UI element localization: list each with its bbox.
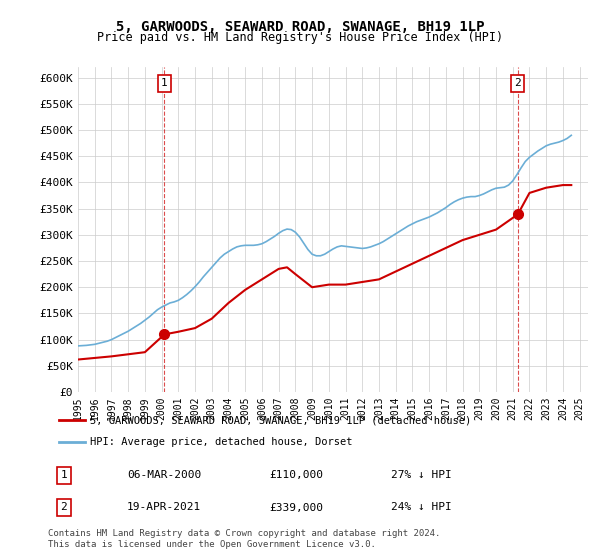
Text: Price paid vs. HM Land Registry's House Price Index (HPI): Price paid vs. HM Land Registry's House … bbox=[97, 31, 503, 44]
Text: 1: 1 bbox=[61, 470, 67, 480]
Text: 24% ↓ HPI: 24% ↓ HPI bbox=[391, 502, 452, 512]
Text: 19-APR-2021: 19-APR-2021 bbox=[127, 502, 202, 512]
Text: Contains HM Land Registry data © Crown copyright and database right 2024.
This d: Contains HM Land Registry data © Crown c… bbox=[48, 529, 440, 549]
Text: HPI: Average price, detached house, Dorset: HPI: Average price, detached house, Dors… bbox=[90, 437, 353, 447]
Text: 5, GARWOODS, SEAWARD ROAD, SWANAGE, BH19 1LP: 5, GARWOODS, SEAWARD ROAD, SWANAGE, BH19… bbox=[116, 20, 484, 34]
Text: £339,000: £339,000 bbox=[270, 502, 324, 512]
Text: 06-MAR-2000: 06-MAR-2000 bbox=[127, 470, 202, 480]
Text: 2: 2 bbox=[514, 78, 521, 88]
Text: 2: 2 bbox=[61, 502, 67, 512]
Text: 1: 1 bbox=[161, 78, 168, 88]
Text: 5, GARWOODS, SEAWARD ROAD, SWANAGE, BH19 1LP (detached house): 5, GARWOODS, SEAWARD ROAD, SWANAGE, BH19… bbox=[90, 415, 472, 425]
Text: £110,000: £110,000 bbox=[270, 470, 324, 480]
Text: 27% ↓ HPI: 27% ↓ HPI bbox=[391, 470, 452, 480]
